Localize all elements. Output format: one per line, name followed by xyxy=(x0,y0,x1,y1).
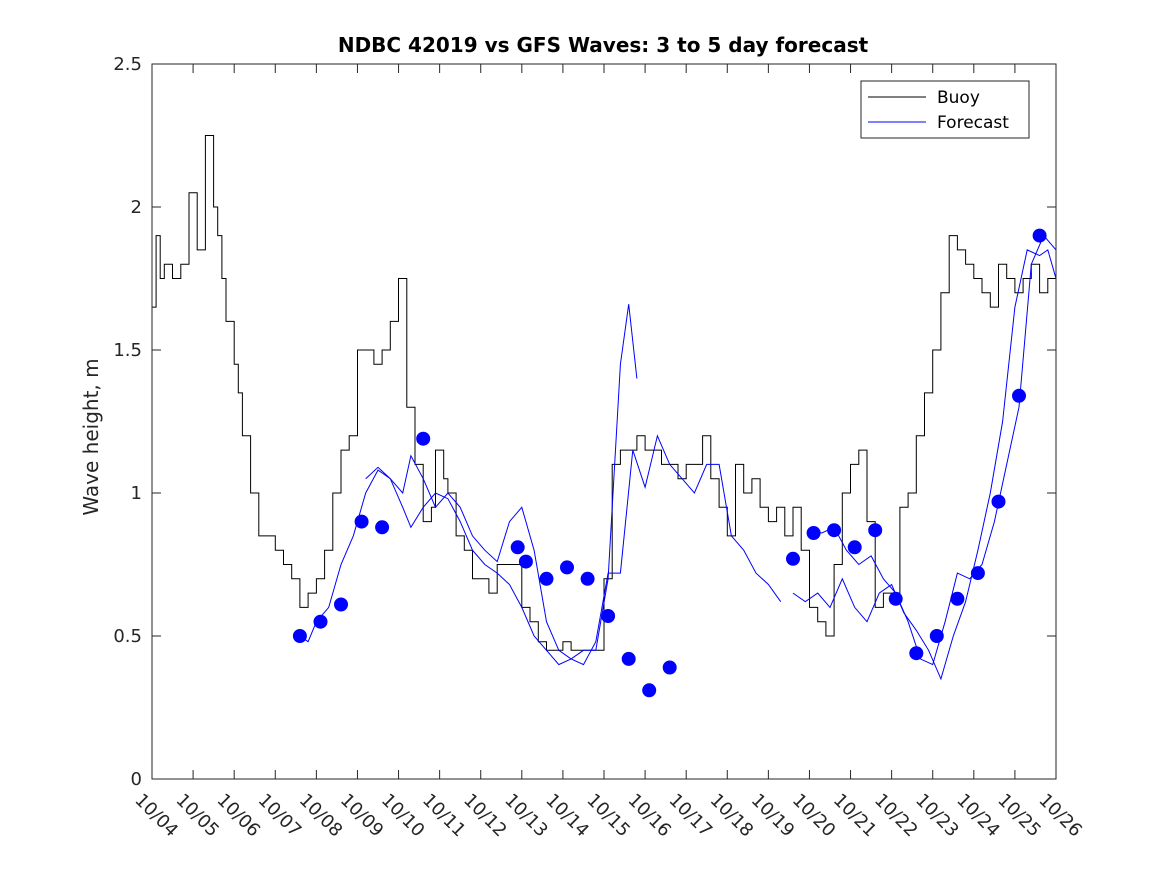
forecast-marker xyxy=(970,566,985,581)
forecast-marker xyxy=(909,646,924,661)
forecast-marker xyxy=(621,651,636,666)
forecast-marker xyxy=(868,523,883,538)
y-axis-label: Wave height, m xyxy=(79,358,103,515)
y-tick-label: 1 xyxy=(131,483,142,504)
forecast-marker xyxy=(1032,228,1047,243)
forecast-marker xyxy=(510,540,525,555)
y-tick-label: 2 xyxy=(131,197,142,218)
forecast-marker xyxy=(375,520,390,535)
forecast-marker xyxy=(313,614,328,629)
legend-box xyxy=(860,80,1030,139)
forecast-marker xyxy=(662,660,677,675)
legend-forecast-label: Forecast xyxy=(937,113,1009,133)
forecast-marker xyxy=(354,514,369,529)
series-line-2 xyxy=(365,434,782,666)
forecast-marker xyxy=(806,526,821,540)
series-line-1 xyxy=(299,304,638,666)
forecast-marker xyxy=(950,591,965,606)
forecast-marker xyxy=(847,540,862,555)
forecast-marker xyxy=(888,591,903,606)
forecast-marker xyxy=(991,494,1006,509)
series-line-3 xyxy=(792,249,1057,681)
forecast-marker xyxy=(416,431,431,446)
y-tick-label: 1.5 xyxy=(113,340,142,361)
forecast-marker xyxy=(1012,388,1026,403)
forecast-marker xyxy=(334,597,348,612)
forecast-marker xyxy=(642,683,657,698)
plot-content xyxy=(152,135,1057,698)
chart-title: NDBC 42019 vs GFS Waves: 3 to 5 day fore… xyxy=(338,33,869,57)
legend: Buoy Forecast xyxy=(860,80,1030,139)
forecast-marker xyxy=(601,609,616,623)
series-line-4 xyxy=(809,234,1057,666)
forecast-marker xyxy=(580,571,595,586)
forecast-marker xyxy=(786,551,800,566)
forecast-marker xyxy=(292,629,307,643)
forecast-marker xyxy=(929,629,944,643)
y-tick-label: 0 xyxy=(131,769,142,790)
y-tick-label: 0.5 xyxy=(113,626,142,647)
y-tick-label: 2.5 xyxy=(113,54,142,75)
forecast-marker xyxy=(518,554,533,569)
legend-buoy-label: Buoy xyxy=(937,88,980,108)
forecast-marker xyxy=(560,560,574,575)
forecast-marker xyxy=(827,523,842,538)
forecast-marker xyxy=(539,571,554,586)
